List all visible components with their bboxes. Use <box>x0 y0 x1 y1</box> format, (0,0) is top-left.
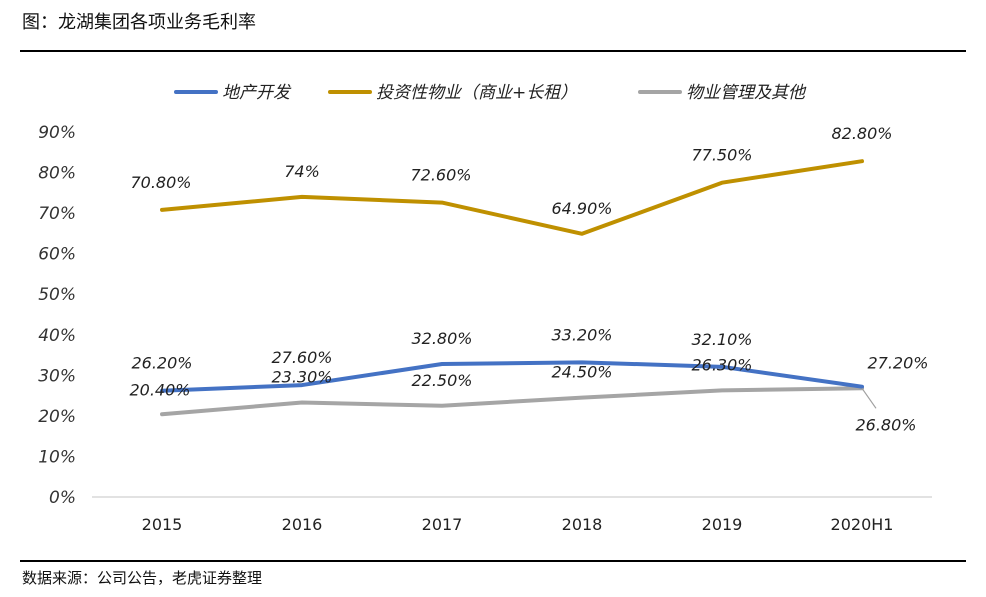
data-label-s2-5: 26.80% <box>855 415 916 434</box>
data-label-s1-0: 70.80% <box>130 173 191 192</box>
legend-label-2: 物业管理及其他 <box>686 83 807 103</box>
y-tick-label-40: 40% <box>38 326 76 346</box>
y-axis-ticks: 0% 10% 20% 30% 40% 50% 60% 70% 80% 90% <box>38 123 76 508</box>
x-tick-label-2015: 2015 <box>142 515 183 534</box>
series-lines <box>160 159 864 417</box>
y-tick-label-60: 60% <box>38 245 76 265</box>
top-rule <box>20 50 966 52</box>
x-tick-label-2016: 2016 <box>282 515 323 534</box>
series-line-1 <box>160 159 864 236</box>
y-tick-label-20: 20% <box>38 407 76 427</box>
legend-label-0: 地产开发 <box>222 83 292 103</box>
data-label-s0-2: 32.80% <box>411 329 472 348</box>
bottom-rule <box>20 560 966 562</box>
y-tick-label-10: 10% <box>38 447 76 467</box>
x-axis-ticks: 2015 2016 2017 2018 2019 2020H1 <box>142 515 894 534</box>
figure-title: 图：龙湖集团各项业务毛利率 <box>22 12 256 33</box>
data-label-s1-4: 77.50% <box>691 146 752 165</box>
data-label-s2-3: 24.50% <box>551 363 612 382</box>
data-label-s2-2: 22.50% <box>411 371 472 390</box>
y-tick-label-80: 80% <box>38 164 76 184</box>
data-label-s0-1: 27.60% <box>271 348 332 367</box>
data-label-s0-0: 26.20% <box>131 354 192 373</box>
y-tick-label-30: 30% <box>38 366 76 386</box>
x-tick-label-2018: 2018 <box>562 515 603 534</box>
data-label-s1-5: 82.80% <box>831 124 892 143</box>
data-label-s0-5: 27.20% <box>867 354 928 373</box>
data-label-s2-0: 20.40% <box>129 380 190 399</box>
y-tick-label-0: 0% <box>49 488 76 508</box>
legend: 地产开发 投资性物业（商业+长租） 物业管理及其他 <box>174 83 807 103</box>
data-label-s1-2: 72.60% <box>410 166 471 185</box>
y-tick-label-50: 50% <box>38 285 76 305</box>
series-line-2 <box>160 386 864 417</box>
x-tick-label-2019: 2019 <box>702 515 743 534</box>
data-label-s0-3: 33.20% <box>551 325 612 344</box>
data-label-s0-4: 32.10% <box>691 330 752 349</box>
data-label-s2-1: 23.30% <box>271 368 332 387</box>
data-label-s1-3: 64.90% <box>551 199 612 218</box>
data-label-s1-1: 74% <box>284 162 320 181</box>
data-label-s2-4: 26.30% <box>691 355 752 374</box>
source-note: 数据来源：公司公告，老虎证券整理 <box>22 569 263 587</box>
series-line-0 <box>160 360 864 393</box>
data-labels: 26.20% 27.60% 32.80% 33.20% 32.10% 27.20% 70.8… <box>129 124 928 434</box>
x-tick-label-2020h1: 2020H1 <box>831 515 894 534</box>
y-tick-label-70: 70% <box>38 204 76 224</box>
y-tick-label-90: 90% <box>38 123 76 143</box>
leader-lines <box>861 387 877 409</box>
legend-label-1: 投资性物业（商业+长租） <box>376 83 577 103</box>
x-tick-label-2017: 2017 <box>422 515 463 534</box>
leader-line-s2-last <box>861 387 877 409</box>
